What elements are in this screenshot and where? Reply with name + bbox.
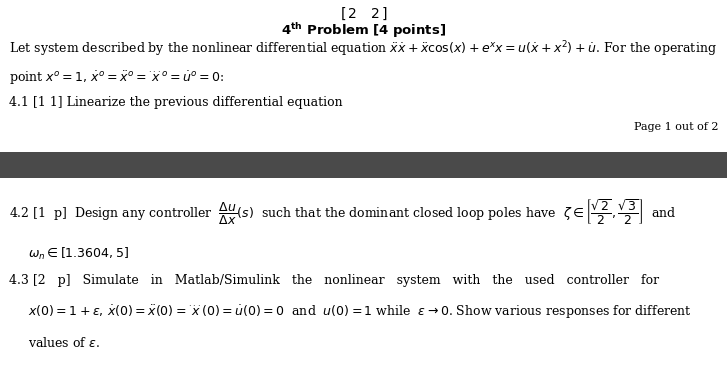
Text: $\omega_{n}\in[1.3604,5]$: $\omega_{n}\in[1.3604,5]$ xyxy=(28,246,129,262)
Text: Page 1 out of 2: Page 1 out of 2 xyxy=(634,122,718,132)
Text: $x(0)=1+\varepsilon,\,\dot{x}(0)=\ddot{x}(0)=\overset{...}{x}(0)=\dot{u}(0)=0$  : $x(0)=1+\varepsilon,\,\dot{x}(0)=\ddot{x… xyxy=(28,304,691,321)
Text: 4.1 [1 1] Linearize the previous differential equation: 4.1 [1 1] Linearize the previous differe… xyxy=(9,96,342,109)
Bar xyxy=(0,152,727,178)
Text: Let system described by the nonlinear differential equation $\ddot{x}\dot{x}+\dd: Let system described by the nonlinear di… xyxy=(9,39,717,59)
Text: $\left[\, 2 \quad 2 \,\right]$: $\left[\, 2 \quad 2 \,\right]$ xyxy=(340,6,387,22)
Text: point $x^{o}=1,\,\dot{x}^{o}=\ddot{x}^{o}=\overset{...}{x}{}^{o}=\dot{u}^{o}=0$:: point $x^{o}=1,\,\dot{x}^{o}=\ddot{x}^{o… xyxy=(9,69,225,87)
Text: 4.2 [1  p]  Design any controller  $\dfrac{\Delta u}{\Delta x}(s)$  such that th: 4.2 [1 p] Design any controller $\dfrac{… xyxy=(9,197,676,226)
Text: $\mathbf{4^{th}}$ $\mathbf{Problem\ [4\ points]}$: $\mathbf{4^{th}}$ $\mathbf{Problem\ [4\ … xyxy=(281,21,446,39)
Text: 4.3 [2   p]   Simulate   in   Matlab/Simulink   the   nonlinear   system   with : 4.3 [2 p] Simulate in Matlab/Simulink th… xyxy=(9,274,659,287)
Text: values of $\varepsilon$.: values of $\varepsilon$. xyxy=(28,336,100,350)
